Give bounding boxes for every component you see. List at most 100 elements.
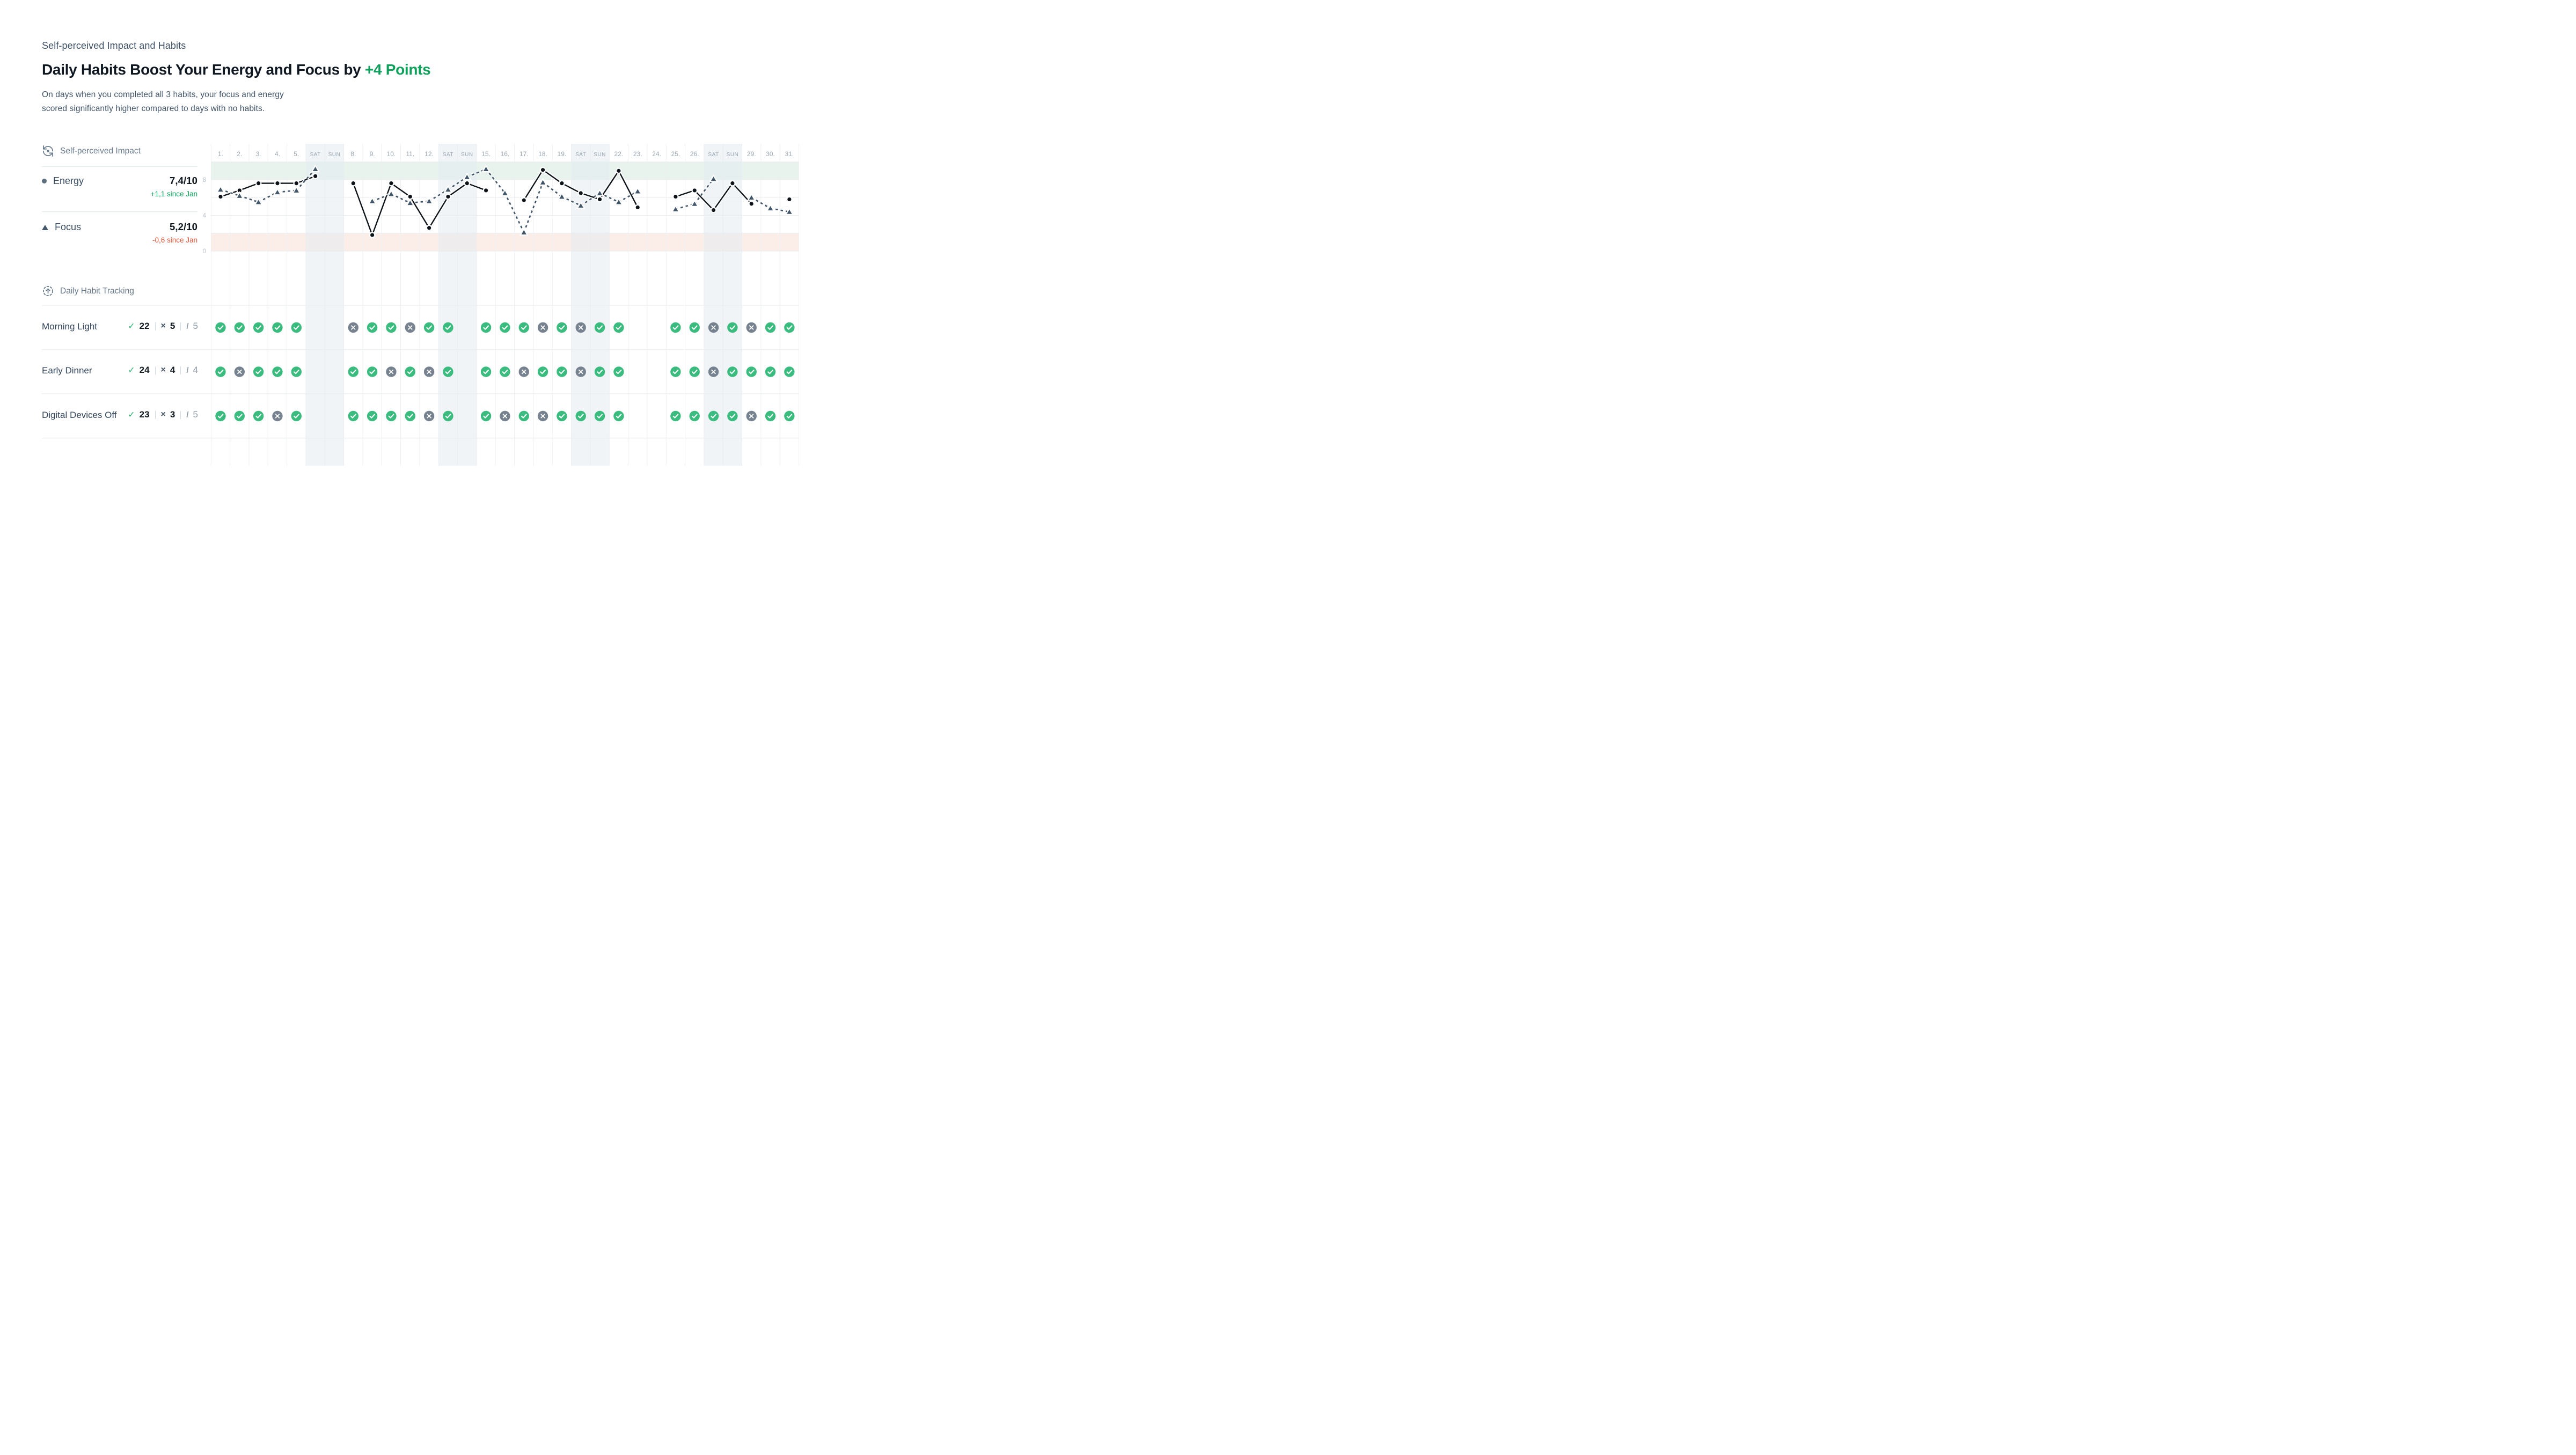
habit-morning-light-day-8-missed[interactable] <box>348 322 358 333</box>
focus-point-day-1 <box>216 185 225 193</box>
divider <box>180 410 181 419</box>
habit-morning-light-day-10-done[interactable] <box>386 322 397 333</box>
habit-morning-light-day-3-done[interactable] <box>253 322 264 333</box>
habit-morning-light-day-9-done[interactable] <box>367 322 378 333</box>
day-label-17: 17. <box>519 150 529 158</box>
habit-morning-light-day-28-done[interactable] <box>727 322 738 333</box>
habit-early-dinner-day-18-done[interactable] <box>537 366 548 377</box>
day-label-28: SUN <box>727 152 739 158</box>
habit-early-dinner-day-11-done[interactable] <box>405 366 415 377</box>
habit-early-dinner-day-26-done[interactable] <box>689 366 700 377</box>
focus-point-day-14 <box>462 172 472 181</box>
habit-morning-light-day-31-done[interactable] <box>784 322 795 333</box>
habit-early-dinner-day-19-done[interactable] <box>557 366 567 377</box>
habit-digital-devices-off-day-10-done[interactable] <box>386 410 397 422</box>
habit-digital-devices-off-day-25-done[interactable] <box>670 410 681 422</box>
page-title-highlight: +4 Points <box>364 61 431 78</box>
energy-point-day-26 <box>691 187 698 194</box>
energy-line <box>220 169 752 236</box>
habit-early-dinner-day-9-done[interactable] <box>367 366 378 377</box>
habit-morning-light-day-29-missed[interactable] <box>746 322 757 333</box>
check-icon: ✓ <box>128 366 135 375</box>
habit-morning-light-day-21-done[interactable] <box>594 322 605 333</box>
habit-early-dinner-day-30-done[interactable] <box>765 366 776 377</box>
focus-point-day-22 <box>614 197 624 205</box>
habit-morning-light-day-12-done[interactable] <box>423 322 435 333</box>
habit-digital-devices-off-day-9-done[interactable] <box>367 410 378 422</box>
habit-digital-devices-off-day-22-done[interactable] <box>613 410 624 422</box>
energy-point-day-20 <box>577 190 584 196</box>
habit-early-dinner-day-3-done[interactable] <box>253 366 264 377</box>
habit-early-dinner-day-21-done[interactable] <box>594 366 605 377</box>
habit-early-dinner-day-10-missed[interactable] <box>386 366 397 377</box>
habit-digital-devices-off-day-20-done[interactable] <box>575 410 586 422</box>
habit-digital-devices-off-day-18-missed[interactable] <box>537 410 548 422</box>
day-label-5: 5. <box>294 150 299 158</box>
habit-morning-light-day-30-done[interactable] <box>765 322 776 333</box>
habit-digital-devices-off-day-3-done[interactable] <box>253 410 264 422</box>
habit-digital-devices-off-day-31-done[interactable] <box>784 410 795 422</box>
habit-morning-light-day-4-done[interactable] <box>272 322 283 333</box>
habit-early-dinner-day-25-done[interactable] <box>670 366 681 377</box>
habit-digital-devices-off-day-15-done[interactable] <box>480 410 492 422</box>
habit-morning-light-day-20-missed[interactable] <box>575 322 586 333</box>
habit-early-dinner-day-13-done[interactable] <box>443 366 453 377</box>
habit-early-dinner-day-29-done[interactable] <box>746 366 757 377</box>
habit-digital-devices-off-day-11-done[interactable] <box>405 410 415 422</box>
habit-digital-devices-off-day-16-missed[interactable] <box>500 410 510 422</box>
habit-digital-devices-off-day-8-done[interactable] <box>348 410 358 422</box>
habit-early-dinner-day-4-done[interactable] <box>272 366 283 377</box>
divider <box>155 366 156 374</box>
habit-early-dinner-day-1-done[interactable] <box>215 366 226 377</box>
habit-digital-devices-off-day-17-done[interactable] <box>518 410 529 422</box>
habit-early-dinner-day-27-missed[interactable] <box>708 366 719 377</box>
habit-digital-devices-off-day-21-done[interactable] <box>594 410 605 422</box>
habit-digital-devices-off-day-12-missed[interactable] <box>423 410 435 422</box>
habit-digital-devices-off-day-28-done[interactable] <box>727 410 738 422</box>
habit-early-dinner-day-28-done[interactable] <box>727 366 738 377</box>
habit-digital-devices-off-day-27-done[interactable] <box>708 410 719 422</box>
habit-morning-light-day-26-done[interactable] <box>689 322 700 333</box>
focus-point-day-10 <box>386 189 396 197</box>
habit-digital-devices-off-day-26-done[interactable] <box>689 410 700 422</box>
focus-marker-icon <box>42 224 48 230</box>
habit-digital-devices-off-day-29-missed[interactable] <box>746 410 757 422</box>
habit-digital-devices-off-day-19-done[interactable] <box>557 410 567 422</box>
habit-morning-light-day-1-done[interactable] <box>215 322 226 333</box>
habit-section-header: Daily Habit Tracking <box>42 285 134 297</box>
habit-morning-light-day-16-done[interactable] <box>500 322 510 333</box>
habit-morning-light-day-17-done[interactable] <box>518 322 529 333</box>
habit-morning-light-day-11-missed[interactable] <box>405 322 415 333</box>
habit-morning-light-day-25-done[interactable] <box>670 322 681 333</box>
habit-early-dinner-day-8-done[interactable] <box>348 366 358 377</box>
day-label-6: SAT <box>310 152 321 158</box>
habit-morning-light-day-18-missed[interactable] <box>537 322 548 333</box>
habit-early-dinner-day-2-missed[interactable] <box>234 366 245 377</box>
dashboard: 1. 2. 3. 4. 5. SAT SUN 8. 9. 10. 11. 12. SAT SUN 15. 16… <box>0 0 824 466</box>
divider <box>180 366 181 374</box>
habit-morning-light-day-2-done[interactable] <box>234 322 245 333</box>
habit-digital-devices-off-day-30-done[interactable] <box>765 410 776 422</box>
habit-morning-light-day-27-missed[interactable] <box>708 322 719 333</box>
habit-morning-light-day-19-done[interactable] <box>557 322 567 333</box>
habit-early-dinner-day-16-done[interactable] <box>500 366 510 377</box>
habit-digital-devices-off-day-1-done[interactable] <box>215 410 226 422</box>
habit-early-dinner-day-22-done[interactable] <box>613 366 624 377</box>
habit-morning-light-day-13-done[interactable] <box>443 322 453 333</box>
habit-digital-devices-off-day-13-done[interactable] <box>443 410 453 422</box>
habit-morning-light-day-15-done[interactable] <box>480 322 492 333</box>
habit-morning-light-day-5-done[interactable] <box>291 322 302 333</box>
habit-early-dinner-day-5-done[interactable] <box>291 366 302 377</box>
habit-digital-devices-off-day-5-done[interactable] <box>291 410 302 422</box>
habit-early-dinner-day-20-missed[interactable] <box>575 366 586 377</box>
habit-early-dinner-day-17-missed[interactable] <box>518 366 529 377</box>
habit-early-dinner-day-12-missed[interactable] <box>423 366 435 377</box>
energy-point-day-5 <box>293 180 300 187</box>
habit-digital-devices-off-day-4-missed[interactable] <box>272 410 283 422</box>
habit-early-dinner-day-15-done[interactable] <box>480 366 492 377</box>
day-label-16: 16. <box>501 150 510 158</box>
day-label-19: 19. <box>558 150 567 158</box>
habit-digital-devices-off-day-2-done[interactable] <box>234 410 245 422</box>
habit-morning-light-day-22-done[interactable] <box>613 322 624 333</box>
habit-early-dinner-day-31-done[interactable] <box>784 366 795 377</box>
